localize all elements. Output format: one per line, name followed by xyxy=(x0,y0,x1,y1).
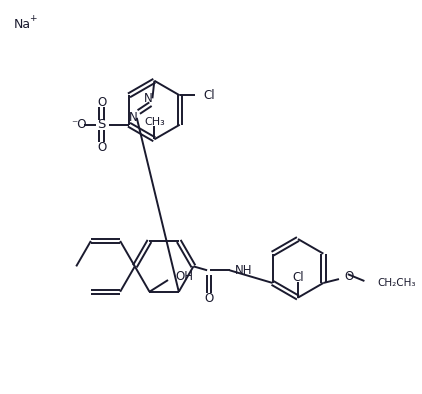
Text: O: O xyxy=(204,292,214,305)
Text: N: N xyxy=(144,92,153,105)
Text: Na: Na xyxy=(14,18,31,31)
Text: Cl: Cl xyxy=(292,271,304,284)
Text: S: S xyxy=(97,118,106,131)
Text: O: O xyxy=(97,141,106,154)
Text: +: + xyxy=(29,14,37,23)
Text: OH: OH xyxy=(176,269,194,282)
Text: CH₂CH₃: CH₂CH₃ xyxy=(377,278,416,288)
Text: NH: NH xyxy=(235,264,252,277)
Text: O: O xyxy=(344,269,353,282)
Text: N: N xyxy=(128,112,137,125)
Text: CH₃: CH₃ xyxy=(144,117,165,127)
Text: ⁻O: ⁻O xyxy=(71,118,87,131)
Text: Cl: Cl xyxy=(203,89,215,102)
Text: O: O xyxy=(97,96,106,109)
